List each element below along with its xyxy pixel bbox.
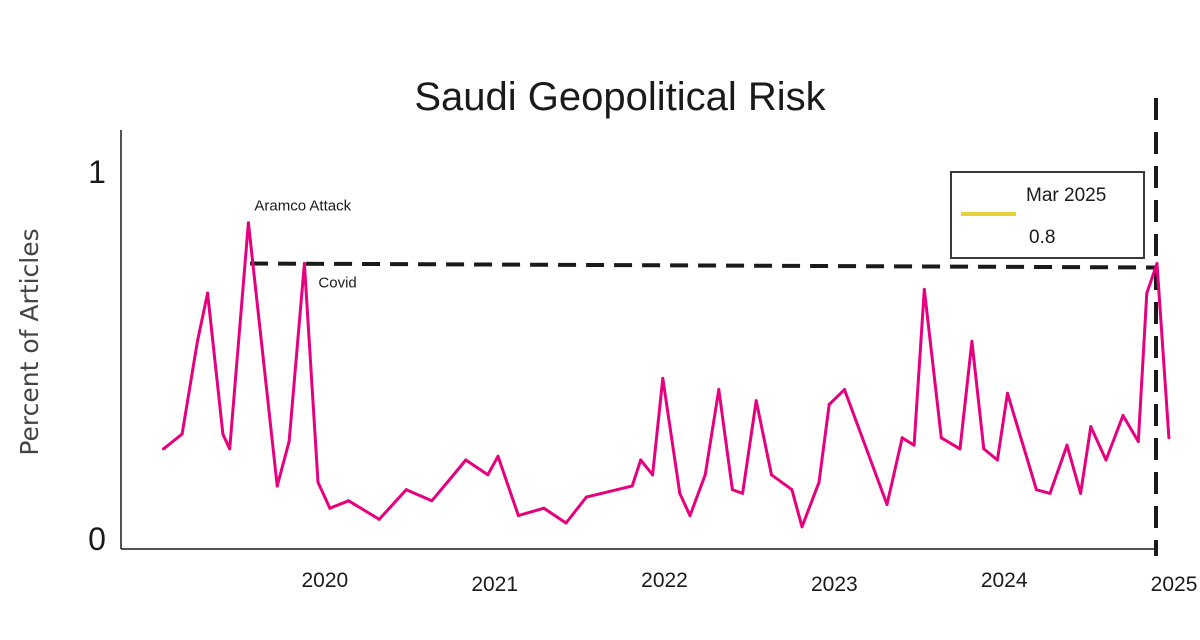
y-tick-0: 0 <box>88 521 106 557</box>
data-point <box>843 388 847 392</box>
data-point <box>639 458 643 462</box>
y-axis-label: Percent of Articles <box>15 228 44 455</box>
data-point <box>404 488 408 492</box>
data-point <box>741 491 745 495</box>
data-point <box>922 287 926 291</box>
data-point <box>486 473 490 477</box>
data-point <box>1089 425 1093 429</box>
data-point <box>516 514 520 518</box>
data-point <box>448 477 452 481</box>
data-point <box>1167 436 1171 440</box>
data-point <box>542 506 546 510</box>
data-point <box>651 473 655 477</box>
data-point <box>817 480 821 484</box>
data-point <box>496 454 500 458</box>
data-point <box>730 488 734 492</box>
data-point <box>661 376 665 380</box>
data-point <box>316 480 320 484</box>
data-point <box>430 499 434 503</box>
x-tick-2023: 2023 <box>811 573 858 596</box>
x-tick-2024: 2024 <box>981 569 1028 592</box>
data-point <box>1121 414 1125 418</box>
risk-series-points <box>161 221 1171 529</box>
data-point <box>1048 491 1052 495</box>
data-point <box>754 399 758 403</box>
data-point <box>328 506 332 510</box>
data-point <box>958 447 962 451</box>
annotation-covid: Covid <box>318 274 356 291</box>
data-point <box>1104 458 1108 462</box>
data-point <box>302 261 306 265</box>
data-point <box>703 473 707 477</box>
data-point <box>564 521 568 525</box>
data-point <box>900 436 904 440</box>
x-tick-2022: 2022 <box>641 569 688 592</box>
legend-month: Mar 2025 <box>1026 185 1106 206</box>
data-point <box>939 436 943 440</box>
data-point <box>800 525 804 529</box>
data-point <box>1006 391 1010 395</box>
data-point <box>347 499 351 503</box>
data-point <box>1145 291 1149 295</box>
x-tick-2021: 2021 <box>471 573 518 596</box>
data-point <box>228 447 232 451</box>
data-point <box>206 291 210 295</box>
data-point <box>275 484 279 488</box>
annotation-aramco-attack: Aramco Attack <box>254 198 351 215</box>
data-point <box>790 488 794 492</box>
data-point <box>287 439 291 443</box>
data-point <box>1136 439 1140 443</box>
data-point <box>1034 488 1038 492</box>
data-point <box>912 443 916 447</box>
data-point <box>970 339 974 343</box>
data-point <box>769 473 773 477</box>
data-point <box>464 458 468 462</box>
data-point <box>678 491 682 495</box>
data-point <box>377 517 381 521</box>
data-point <box>1155 261 1159 265</box>
legend-box: Mar 2025 0.8 <box>950 171 1145 259</box>
chart-title: Saudi Geopolitical Risk <box>414 75 826 119</box>
data-point <box>827 402 831 406</box>
data-point <box>885 503 889 507</box>
data-point <box>246 221 250 225</box>
data-point <box>1065 443 1069 447</box>
x-tick-2025: 2025 <box>1151 573 1198 596</box>
data-point <box>688 514 692 518</box>
x-tick-2020: 2020 <box>301 569 348 592</box>
data-point <box>161 447 165 451</box>
data-point <box>630 484 634 488</box>
data-point <box>615 488 619 492</box>
reference-line <box>250 261 1158 270</box>
x-tick-labels: 2020 2021 2022 2023 2024 2025 <box>301 569 1197 596</box>
data-point <box>1079 491 1083 495</box>
data-point <box>584 495 588 499</box>
data-point <box>995 458 999 462</box>
data-point <box>221 432 225 436</box>
data-point <box>195 339 199 343</box>
data-point <box>180 432 184 436</box>
y-tick-1: 1 <box>88 154 106 190</box>
data-point <box>717 388 721 392</box>
data-point <box>982 447 986 451</box>
legend-value: 0.8 <box>1029 227 1055 248</box>
